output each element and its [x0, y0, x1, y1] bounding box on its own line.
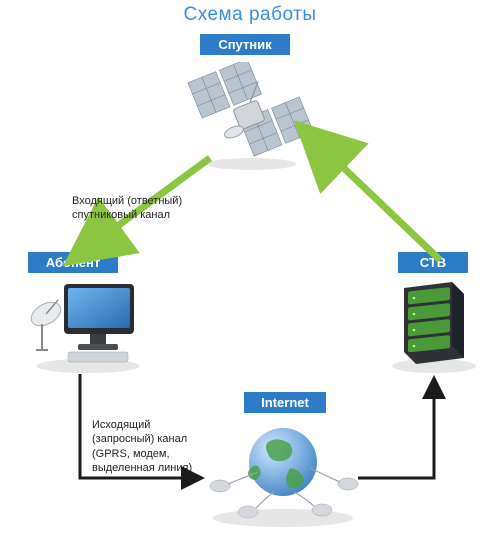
annotation-incoming: Входящий (ответный) спутниковый канал	[72, 194, 182, 223]
annotation-outgoing-line2: (запросный) канал	[92, 432, 192, 446]
node-label-satellite: Спутник	[200, 34, 290, 55]
annotation-incoming-line2: спутниковый канал	[72, 208, 182, 222]
annotation-outgoing-line1: Исходящий	[92, 418, 192, 432]
annotation-outgoing-line3: (GPRS, модем,	[92, 447, 192, 461]
diagram-title: Схема работы	[0, 4, 500, 26]
annotation-outgoing-line4: выделенная линия)	[92, 461, 192, 475]
annotation-outgoing: Исходящий (запросный) канал (GPRS, модем…	[92, 418, 192, 475]
arrow-ctv-to-sat	[290, 120, 460, 270]
annotation-incoming-line1: Входящий (ответный)	[72, 194, 182, 208]
server-icon	[384, 276, 484, 376]
arrow-internet-to-ctv	[352, 370, 462, 490]
node-label-internet: Internet	[244, 392, 326, 413]
subscriber-icon	[28, 276, 148, 376]
